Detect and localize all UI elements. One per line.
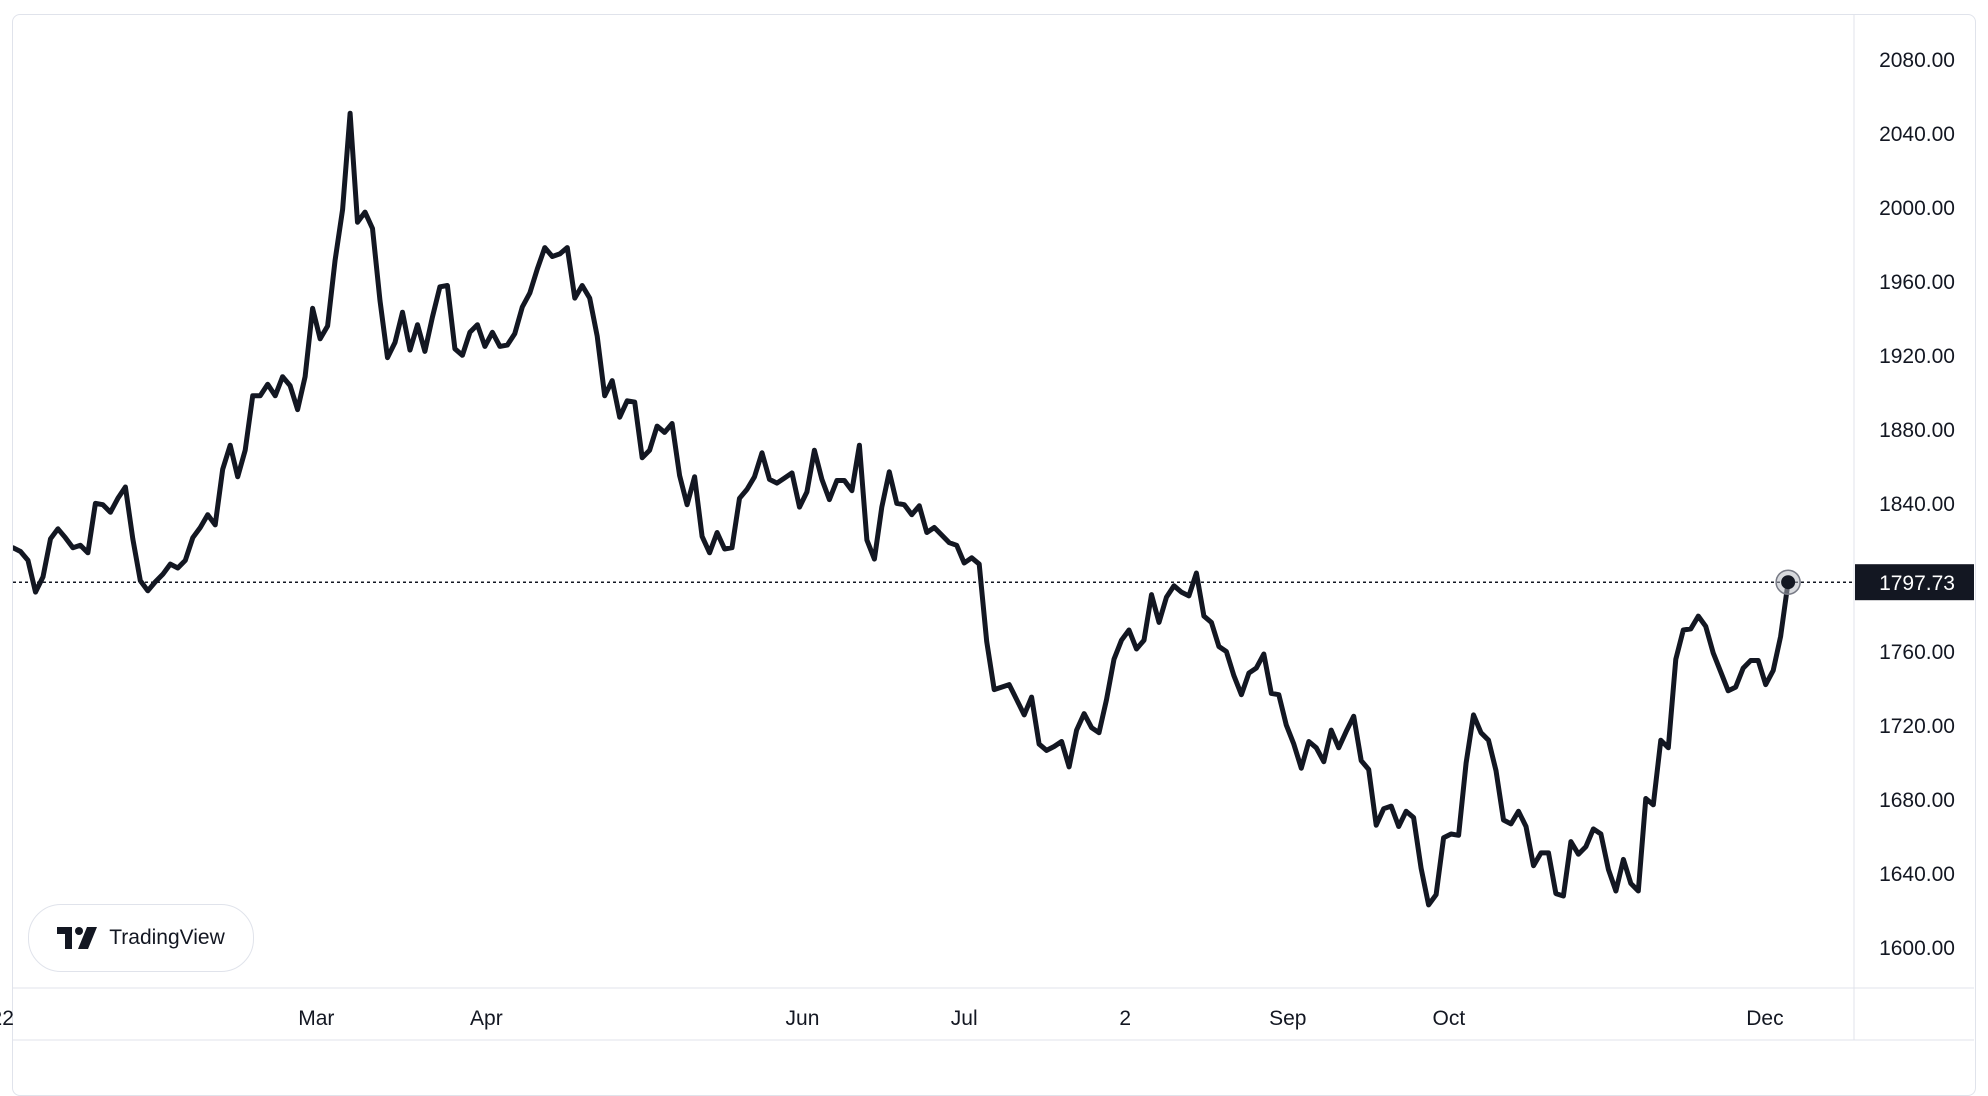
y-tick-label: 2080.00	[1879, 49, 1955, 72]
logo-text: TradingView	[109, 926, 225, 949]
x-tick-label: Dec	[1746, 1007, 1783, 1030]
y-tick-label: 1720.00	[1879, 715, 1955, 738]
y-tick-label: 1600.00	[1879, 937, 1955, 960]
y-tick-label: 1840.00	[1879, 493, 1955, 516]
x-tick-label: Oct	[1432, 1007, 1465, 1030]
x-tick-label: 2022	[0, 1007, 14, 1030]
tradingview-logo[interactable]: TradingView	[28, 904, 254, 972]
y-tick-label: 2000.00	[1879, 197, 1955, 220]
y-tick-label: 2040.00	[1879, 123, 1955, 146]
last-price-label: 1797.73	[1879, 572, 1955, 595]
y-tick-label: 1640.00	[1879, 863, 1955, 886]
x-tick-label: Jul	[951, 1007, 978, 1030]
x-tick-label: Jun	[786, 1007, 820, 1030]
x-tick-label: Sep	[1269, 1007, 1306, 1030]
y-tick-label: 1960.00	[1879, 271, 1955, 294]
y-tick-label: 1880.00	[1879, 419, 1955, 442]
y-tick-label: 1920.00	[1879, 345, 1955, 368]
x-tick-label: Apr	[470, 1007, 503, 1030]
last-price-label-bg	[1855, 564, 1974, 601]
x-tick-label: Mar	[298, 1007, 334, 1030]
y-tick-label: 1760.00	[1879, 641, 1955, 664]
tradingview-logo-icon	[57, 927, 98, 949]
last-point-marker	[1781, 575, 1796, 590]
x-tick-label: 2	[1119, 1007, 1131, 1030]
y-tick-label: 1680.00	[1879, 789, 1955, 812]
price-chart[interactable]: 2080.00 2040.00 2000.00 1960.00 1920.00 1880.…	[0, 0, 1988, 1056]
price-series-line[interactable]	[13, 110, 1791, 908]
